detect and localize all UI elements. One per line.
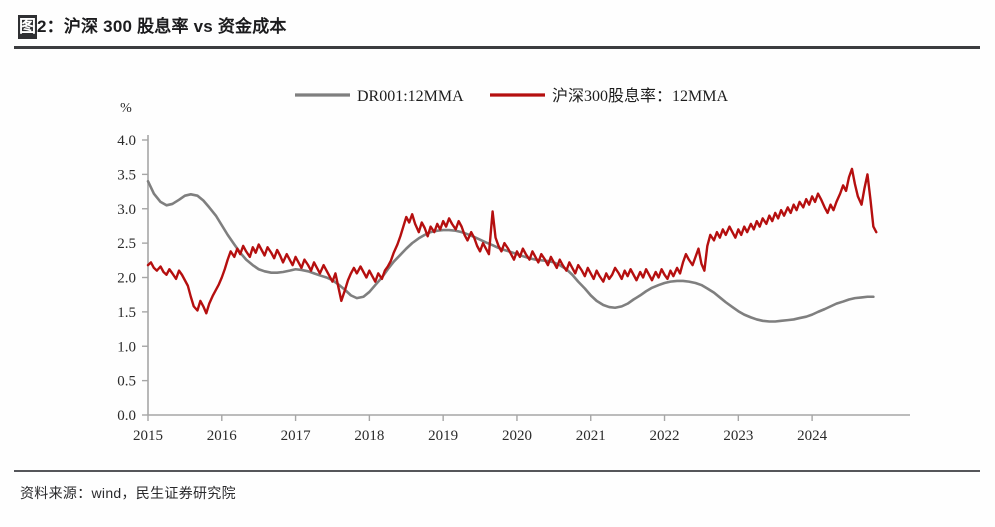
chart-container: 0.0 0.5 1.0 1.5 2.0 2.5 3.0 3.5 4.0% 2015 2016 2017…	[0, 55, 995, 465]
y-tick-label: 0.5	[117, 374, 136, 390]
y-tick-label: 1.5	[117, 305, 136, 321]
figure-title-text: ：沪深 300 股息率 vs 资金成本	[46, 17, 287, 36]
x-tick-label: 2024	[797, 428, 828, 444]
footer-divider	[14, 470, 980, 472]
x-tick-label: 2021	[576, 428, 606, 444]
x-tick-label: 2022	[650, 428, 680, 444]
y-tick-label: 4.0	[117, 133, 136, 149]
x-tick-label: 2018	[354, 428, 384, 444]
figure-header: 图 2 ：沪深 300 股息率 vs 资金成本	[0, 0, 995, 49]
y-tick-label: 3.5	[117, 167, 136, 183]
y-tick-label: 2.0	[117, 271, 136, 287]
x-tick-label: 2015	[133, 428, 163, 444]
y-tick-label: 3.0	[117, 202, 136, 218]
header-divider	[14, 46, 980, 49]
figure-badge: 图	[18, 15, 37, 39]
y-axis-unit-label: %	[120, 101, 132, 116]
y-tick-label: 2.5	[117, 236, 136, 252]
x-tick-label: 2019	[428, 428, 458, 444]
figure-number: 2	[37, 17, 47, 36]
series-line-hs300	[146, 167, 878, 315]
source-note: 资料来源：wind，民生证券研究院	[20, 485, 236, 501]
legend-label-dr001: DR001:12MMA	[357, 88, 464, 105]
x-tick-label: 2016	[207, 428, 238, 444]
x-tick-label: 2020	[502, 428, 532, 444]
x-tick-label: 2023	[723, 428, 753, 444]
page-title: 图 2 ：沪深 300 股息率 vs 资金成本	[18, 12, 287, 39]
legend-label-hs300: 沪深300股息率：12MMA	[552, 87, 728, 105]
y-tick-label: 1.0	[117, 339, 136, 355]
y-tick-label: 0.0	[117, 408, 136, 424]
x-tick-label: 2017	[281, 428, 312, 444]
line-chart: 0.0 0.5 1.0 1.5 2.0 2.5 3.0 3.5 4.0% 2015 2016 2017…	[117, 87, 910, 444]
